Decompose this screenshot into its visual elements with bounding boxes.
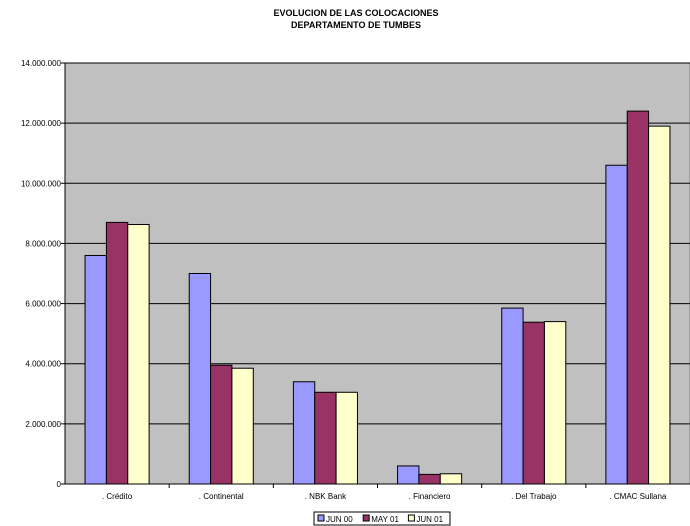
- bar-jun-01: [127, 223, 150, 485]
- bar-may-01: [105, 221, 129, 485]
- bar-jun-00: [292, 381, 316, 485]
- bar-may-01: [210, 364, 233, 485]
- x-tick-label: . Crédito: [102, 492, 133, 501]
- chart-subtitle: DEPARTAMENTO DE TUMBES: [291, 20, 421, 30]
- x-tick-label: . Continental: [199, 492, 244, 501]
- legend-swatch: [362, 514, 370, 522]
- legend: JUN 00 MAY 01 JUN 01: [313, 511, 451, 526]
- legend-label: MAY 01: [371, 515, 399, 524]
- x-tick-labels: . Crédito . Continental . NBK Bank . Financ…: [102, 492, 667, 501]
- bar-jun-01: [439, 473, 463, 485]
- legend-label: JUN 01: [416, 515, 443, 524]
- y-tick-label: 2.000.000: [25, 420, 61, 429]
- bar-may-01: [522, 321, 545, 485]
- y-tick-label: 6.000.000: [25, 300, 61, 309]
- legend-swatch: [407, 514, 415, 522]
- bar-may-01: [314, 391, 337, 485]
- bar-jun-00: [397, 465, 420, 485]
- axes: [61, 62, 690, 488]
- legend-swatch: [317, 514, 325, 522]
- bar-jun-01: [543, 321, 567, 485]
- y-tick-labels: 0 2.000.000 4.000.000 6.000.000 8.000.000 10.…: [21, 59, 62, 489]
- bar-jun-01: [231, 367, 254, 485]
- bar-jun-00: [188, 273, 212, 485]
- y-tick-label: 10.000.000: [21, 179, 62, 188]
- y-tick-label: 12.000.000: [21, 119, 62, 128]
- bar-jun-01: [648, 125, 671, 485]
- x-tick-label: . Del Trabajo: [511, 492, 557, 501]
- chart-title: EVOLUCION DE LAS COLOCACIONES: [273, 8, 438, 18]
- plot-area: [64, 62, 690, 485]
- y-tick-label: 8.000.000: [25, 239, 61, 248]
- y-tick-label: 14.000.000: [21, 59, 62, 68]
- bar-may-01: [418, 473, 441, 485]
- bar-may-01: [626, 110, 650, 485]
- bar-jun-01: [335, 391, 358, 485]
- x-tick-label: . NBK Bank: [305, 492, 347, 501]
- legend-label: JUN 00: [326, 515, 353, 524]
- bars: [84, 110, 671, 485]
- legend-box: [313, 511, 451, 526]
- gridlines: [65, 62, 690, 425]
- bar-jun-00: [84, 254, 107, 485]
- x-tick-label: . CMAC Sullana: [609, 492, 666, 501]
- bar-jun-00: [605, 164, 628, 485]
- bar-jun-00: [501, 307, 524, 485]
- y-tick-label: 0: [57, 480, 62, 489]
- y-tick-label: 4.000.000: [25, 360, 61, 369]
- x-tick-label: . Financiero: [409, 492, 451, 501]
